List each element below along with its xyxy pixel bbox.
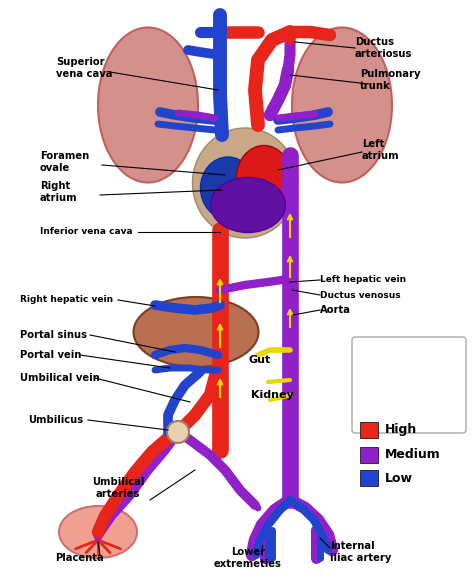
FancyBboxPatch shape	[352, 337, 466, 433]
Circle shape	[167, 421, 189, 443]
Text: Gut: Gut	[249, 355, 271, 365]
Text: Internal
iliac artery: Internal iliac artery	[330, 541, 392, 563]
Text: Inferior vena cava: Inferior vena cava	[40, 227, 133, 237]
Text: Left
atrium: Left atrium	[362, 139, 400, 161]
Text: Right hepatic vein: Right hepatic vein	[20, 295, 113, 305]
Bar	[360, 422, 378, 438]
Text: Right
atrium: Right atrium	[40, 181, 78, 203]
Ellipse shape	[237, 145, 292, 211]
Text: Low: Low	[385, 471, 413, 485]
Text: Lower
extremeties: Lower extremeties	[214, 547, 282, 569]
Ellipse shape	[98, 28, 198, 182]
Text: Umbilical vein: Umbilical vein	[20, 373, 100, 383]
Text: Kidney: Kidney	[251, 390, 293, 400]
Text: Aorta: Aorta	[320, 305, 351, 315]
Ellipse shape	[192, 128, 298, 238]
Ellipse shape	[292, 28, 392, 182]
Text: Ductus
arteriosus: Ductus arteriosus	[355, 37, 412, 59]
Text: Superior
vena cava: Superior vena cava	[56, 57, 112, 79]
Text: Left hepatic vein: Left hepatic vein	[320, 275, 406, 284]
Ellipse shape	[201, 157, 255, 219]
Bar	[360, 470, 378, 486]
Text: High: High	[385, 424, 417, 436]
Bar	[360, 447, 378, 463]
Text: Umbilical
arteries: Umbilical arteries	[92, 477, 144, 499]
Text: Portal sinus: Portal sinus	[20, 330, 87, 340]
Text: Portal vein: Portal vein	[20, 350, 82, 360]
Ellipse shape	[210, 178, 285, 233]
Text: Umbilicus: Umbilicus	[28, 415, 83, 425]
Ellipse shape	[134, 297, 258, 367]
Text: Foramen
ovale: Foramen ovale	[40, 151, 89, 173]
Text: Medium: Medium	[385, 448, 441, 462]
Ellipse shape	[59, 506, 137, 558]
Text: Ductus venosus: Ductus venosus	[320, 290, 401, 299]
Text: Placenta: Placenta	[55, 553, 104, 563]
Text: Pulmonary
trunk: Pulmonary trunk	[360, 69, 420, 91]
